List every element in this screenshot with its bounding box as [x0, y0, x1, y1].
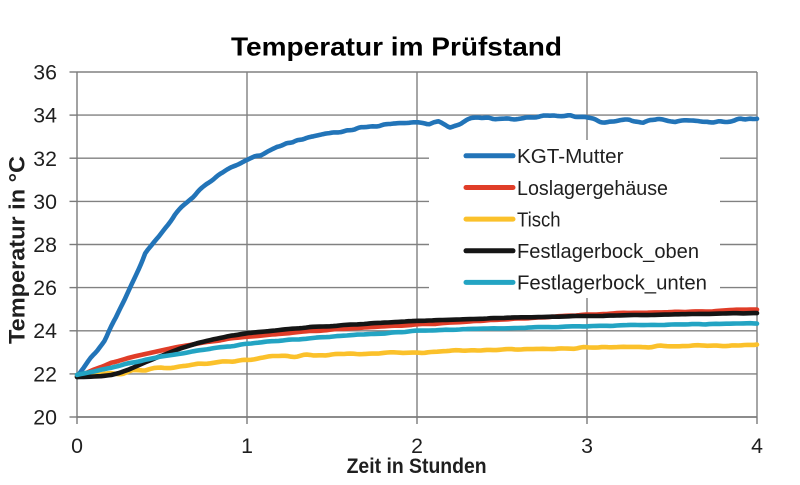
- svg-text:Loslagergehäuse: Loslagergehäuse: [517, 177, 668, 200]
- svg-text:36: 36: [33, 61, 57, 85]
- svg-text:Temperatur in °C: Temperatur in °C: [5, 156, 30, 344]
- svg-text:26: 26: [33, 276, 57, 300]
- svg-text:24: 24: [33, 319, 57, 343]
- svg-text:Festlagerbock_oben: Festlagerbock_oben: [517, 240, 699, 263]
- svg-text:2: 2: [411, 434, 423, 458]
- svg-text:3: 3: [581, 434, 593, 458]
- svg-text:28: 28: [33, 233, 57, 257]
- svg-text:34: 34: [33, 104, 57, 128]
- svg-text:20: 20: [33, 406, 57, 430]
- svg-text:Tisch: Tisch: [517, 208, 561, 231]
- svg-text:Festlagerbock_unten: Festlagerbock_unten: [517, 272, 707, 295]
- svg-text:30: 30: [33, 190, 57, 214]
- svg-text:KGT-Mutter: KGT-Mutter: [517, 145, 624, 168]
- svg-text:32: 32: [33, 147, 57, 171]
- svg-text:Zeit in Stunden: Zeit in Stunden: [347, 454, 487, 478]
- svg-text:0: 0: [71, 434, 83, 458]
- svg-text:1: 1: [241, 434, 253, 458]
- svg-text:22: 22: [33, 362, 57, 386]
- svg-text:4: 4: [751, 434, 763, 458]
- svg-text:Temperatur im Prüfstand: Temperatur im Prüfstand: [231, 32, 562, 62]
